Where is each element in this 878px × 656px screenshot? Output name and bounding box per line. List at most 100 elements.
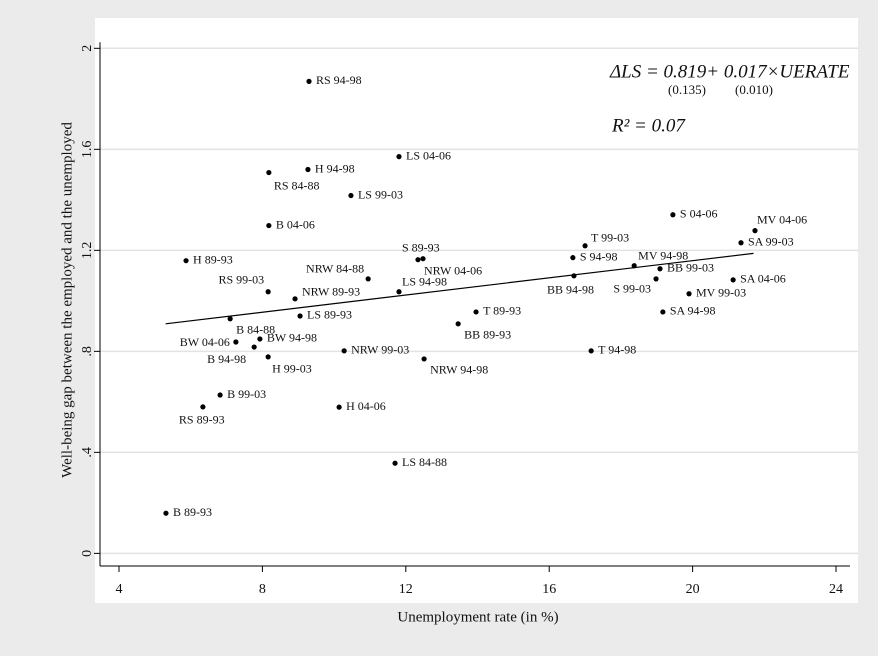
point [306,78,312,84]
point-label: B 04-06 [276,217,315,231]
y-tick-label: .4 [80,447,95,458]
y-axis-title: Well-being gap between the employed and … [59,122,75,478]
point-label: MV 94-98 [638,248,688,262]
point [571,273,577,279]
standard-error: (0.135) [668,82,706,97]
point-label: BB 94-98 [547,283,594,297]
point [341,348,347,354]
point-label: H 94-98 [315,161,355,175]
point [265,354,271,360]
point [336,404,342,410]
x-tick-label: 24 [829,582,843,597]
point-label: BB 99-03 [667,261,714,275]
point-label: RS 84-88 [274,178,320,192]
point-label: LS 04-06 [406,148,451,162]
point [251,344,257,350]
point-label: T 89-93 [483,304,521,318]
x-tick-label: 20 [686,582,700,597]
point-label: T 94-98 [598,343,636,357]
point-label: SA 94-98 [670,304,716,318]
point [473,309,479,315]
point [292,296,298,302]
point [738,240,744,246]
point [415,257,421,263]
y-tick-label: 1.2 [80,242,95,259]
point-label: S 04-06 [680,206,718,220]
point [455,321,461,327]
point-label: MV 04-06 [757,212,807,226]
point-label: B 84-88 [236,323,275,337]
point-label: MV 99-03 [696,286,746,300]
x-tick-label: 16 [542,582,556,597]
point [653,276,659,282]
x-axis-title: Unemployment rate (in %) [397,609,558,625]
point [163,510,169,516]
point-label: NRW 94-98 [430,363,488,377]
point-label: B 94-98 [207,352,246,366]
point [730,277,736,283]
y-tick-label: 1.6 [80,141,95,159]
point [227,316,233,322]
point-label: B 99-03 [227,387,266,401]
point-label: T 99-03 [591,231,629,245]
point [670,212,676,218]
point-label: H 99-03 [272,362,312,376]
point [183,258,189,264]
point-label: BB 89-93 [464,328,511,342]
x-tick-label: 12 [399,582,413,597]
equation: ΔLS = 0.819+ 0.017×UERATE [609,61,850,82]
point-label: H 04-06 [346,399,386,413]
y-tick-label: .8 [80,346,95,357]
point-label: LS 94-98 [402,274,447,288]
point [631,263,637,269]
point [657,266,663,272]
point [660,309,666,315]
point [686,291,692,297]
point-label: NRW 84-88 [306,262,364,276]
point-label: LS 99-03 [358,187,403,201]
point-label: H 89-93 [193,252,233,266]
point [257,336,263,342]
point [266,169,272,176]
y-tick-label: 2 [80,45,95,52]
point [365,276,371,282]
point [752,228,758,234]
x-tick-label: 4 [116,582,123,597]
point [265,289,271,295]
point [200,404,206,410]
point-label: RS 99-03 [218,272,264,286]
point-label: S 94-98 [580,249,618,263]
point [396,289,402,295]
point [396,154,402,160]
point [570,255,576,261]
point-label: BW 04-06 [180,335,230,349]
point-label: S 99-03 [613,282,651,296]
point [421,356,427,362]
point [348,192,354,199]
point [305,166,311,173]
point-label: SA 04-06 [740,272,786,286]
y-tick-label: 0 [80,550,95,557]
point-label: LS 89-93 [307,308,352,322]
standard-error: (0.010) [735,82,773,97]
point-label: LS 84-88 [402,455,447,469]
point [588,348,594,354]
point-label: S 89-93 [402,240,440,254]
point-label: SA 99-03 [748,235,794,249]
point [233,339,239,345]
point-label: B 89-93 [173,505,212,519]
point-label: NRW 04-06 [424,263,482,277]
fit-line [165,252,754,325]
point [297,313,303,319]
point [582,243,588,249]
point [420,256,426,262]
x-tick-label: 8 [259,582,266,597]
r-squared: R² = 0.07 [611,115,686,136]
point [217,392,223,398]
point-label: NRW 99-03 [351,343,409,357]
point [266,222,272,229]
point-label: RS 94-98 [316,73,362,87]
point [392,460,398,466]
point-label: NRW 89-93 [302,285,360,299]
